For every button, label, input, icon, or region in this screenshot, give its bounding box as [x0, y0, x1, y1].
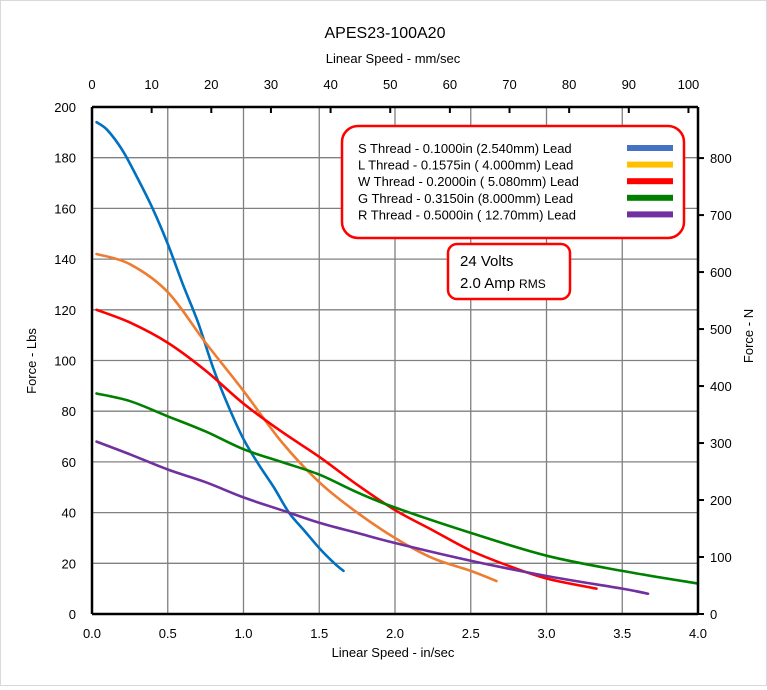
legend-label-0: S Thread - 0.1000in (2.540mm) Lead: [358, 141, 572, 156]
x2-tick-label: 50: [383, 77, 397, 92]
y-axis-label: Force - Lbs: [24, 328, 39, 394]
y-tick-label: 20: [62, 556, 76, 571]
x-tick-label: 2.5: [462, 626, 480, 641]
legend-swatch-0: [627, 145, 673, 151]
x2-tick-label: 70: [502, 77, 516, 92]
y2-tick-label: 0: [710, 607, 717, 622]
x-tick-label: 3.0: [537, 626, 555, 641]
y2-tick-label: 500: [710, 322, 732, 337]
y-tick-label: 60: [62, 455, 76, 470]
legend-label-4: R Thread - 0.5000in ( 12.70mm) Lead: [358, 207, 576, 222]
x2-tick-label: 80: [562, 77, 576, 92]
annotation-current-value: 2.0 Amp: [460, 275, 515, 292]
y2-tick-label: 200: [710, 493, 732, 508]
legend-swatch-1: [627, 161, 673, 168]
x-tick-label: 1.5: [310, 626, 328, 641]
legend-label-3: G Thread - 0.3150in (8.000mm) Lead: [358, 191, 573, 206]
y-tick-label: 140: [54, 252, 76, 267]
y-tick-label: 100: [54, 354, 76, 369]
y2-tick-label: 700: [710, 208, 732, 223]
x2-tick-label: 0: [88, 77, 95, 92]
x2-tick-label: 90: [622, 77, 636, 92]
y-tick-label: 0: [69, 607, 76, 622]
x-axis-label: Linear Speed - in/sec: [332, 645, 455, 660]
y-tick-label: 40: [62, 506, 76, 521]
legend-swatch-4: [627, 211, 673, 218]
x2-axis-label: Linear Speed - mm/sec: [326, 51, 461, 66]
series-line-3: [95, 392, 700, 585]
y2-tick-label: 300: [710, 436, 732, 451]
y2-tick-label: 800: [710, 151, 732, 166]
legend-box: [340, 124, 686, 240]
x2-tick-label: 40: [323, 77, 337, 92]
annotation-box: 24 Volts 2.0 Amp RMS: [446, 242, 572, 301]
x2-tick-label: 100: [678, 77, 700, 92]
annotation-border: [446, 242, 572, 301]
series-line-2: [95, 308, 598, 590]
legend-swatch-3: [627, 194, 673, 201]
legend-swatch-2: [627, 178, 673, 185]
x-tick-label: 1.0: [234, 626, 252, 641]
legend-label-1: L Thread - 0.1575in ( 4.000mm) Lead: [358, 158, 573, 173]
annotation-current-unit: RMS: [519, 277, 546, 291]
x-tick-label: 2.0: [386, 626, 404, 641]
y2-tick-label: 600: [710, 265, 732, 280]
series-line-4: [95, 440, 650, 596]
x-tick-label: 4.0: [689, 626, 707, 641]
chart-title: APES23-100A20: [325, 25, 446, 42]
x-tick-label: 3.5: [613, 626, 631, 641]
annotation-current: 2.0 Amp RMS: [460, 275, 546, 292]
x2-tick-label: 60: [443, 77, 457, 92]
x2-tick-label: 20: [204, 77, 218, 92]
series-line-0: [95, 120, 345, 573]
x2-tick-label: 10: [144, 77, 158, 92]
y2-axis-label: Force - N: [741, 309, 756, 363]
annotation-voltage: 24 Volts: [460, 253, 513, 270]
y-tick-label: 200: [54, 100, 76, 115]
y-tick-label: 160: [54, 201, 76, 216]
x-tick-label: 0.0: [83, 626, 101, 641]
y2-tick-label: 100: [710, 550, 732, 565]
legend: S Thread - 0.1000in (2.540mm) Lead L Thre…: [340, 124, 686, 240]
y2-tick-label: 400: [710, 379, 732, 394]
series-line-1: [95, 252, 498, 583]
y-tick-label: 120: [54, 303, 76, 318]
y-tick-label: 180: [54, 151, 76, 166]
x2-tick-label: 30: [264, 77, 278, 92]
legend-label-2: W Thread - 0.2000in ( 5.080mm) Lead: [358, 174, 579, 189]
y-tick-label: 80: [62, 404, 76, 419]
x-tick-label: 0.5: [159, 626, 177, 641]
